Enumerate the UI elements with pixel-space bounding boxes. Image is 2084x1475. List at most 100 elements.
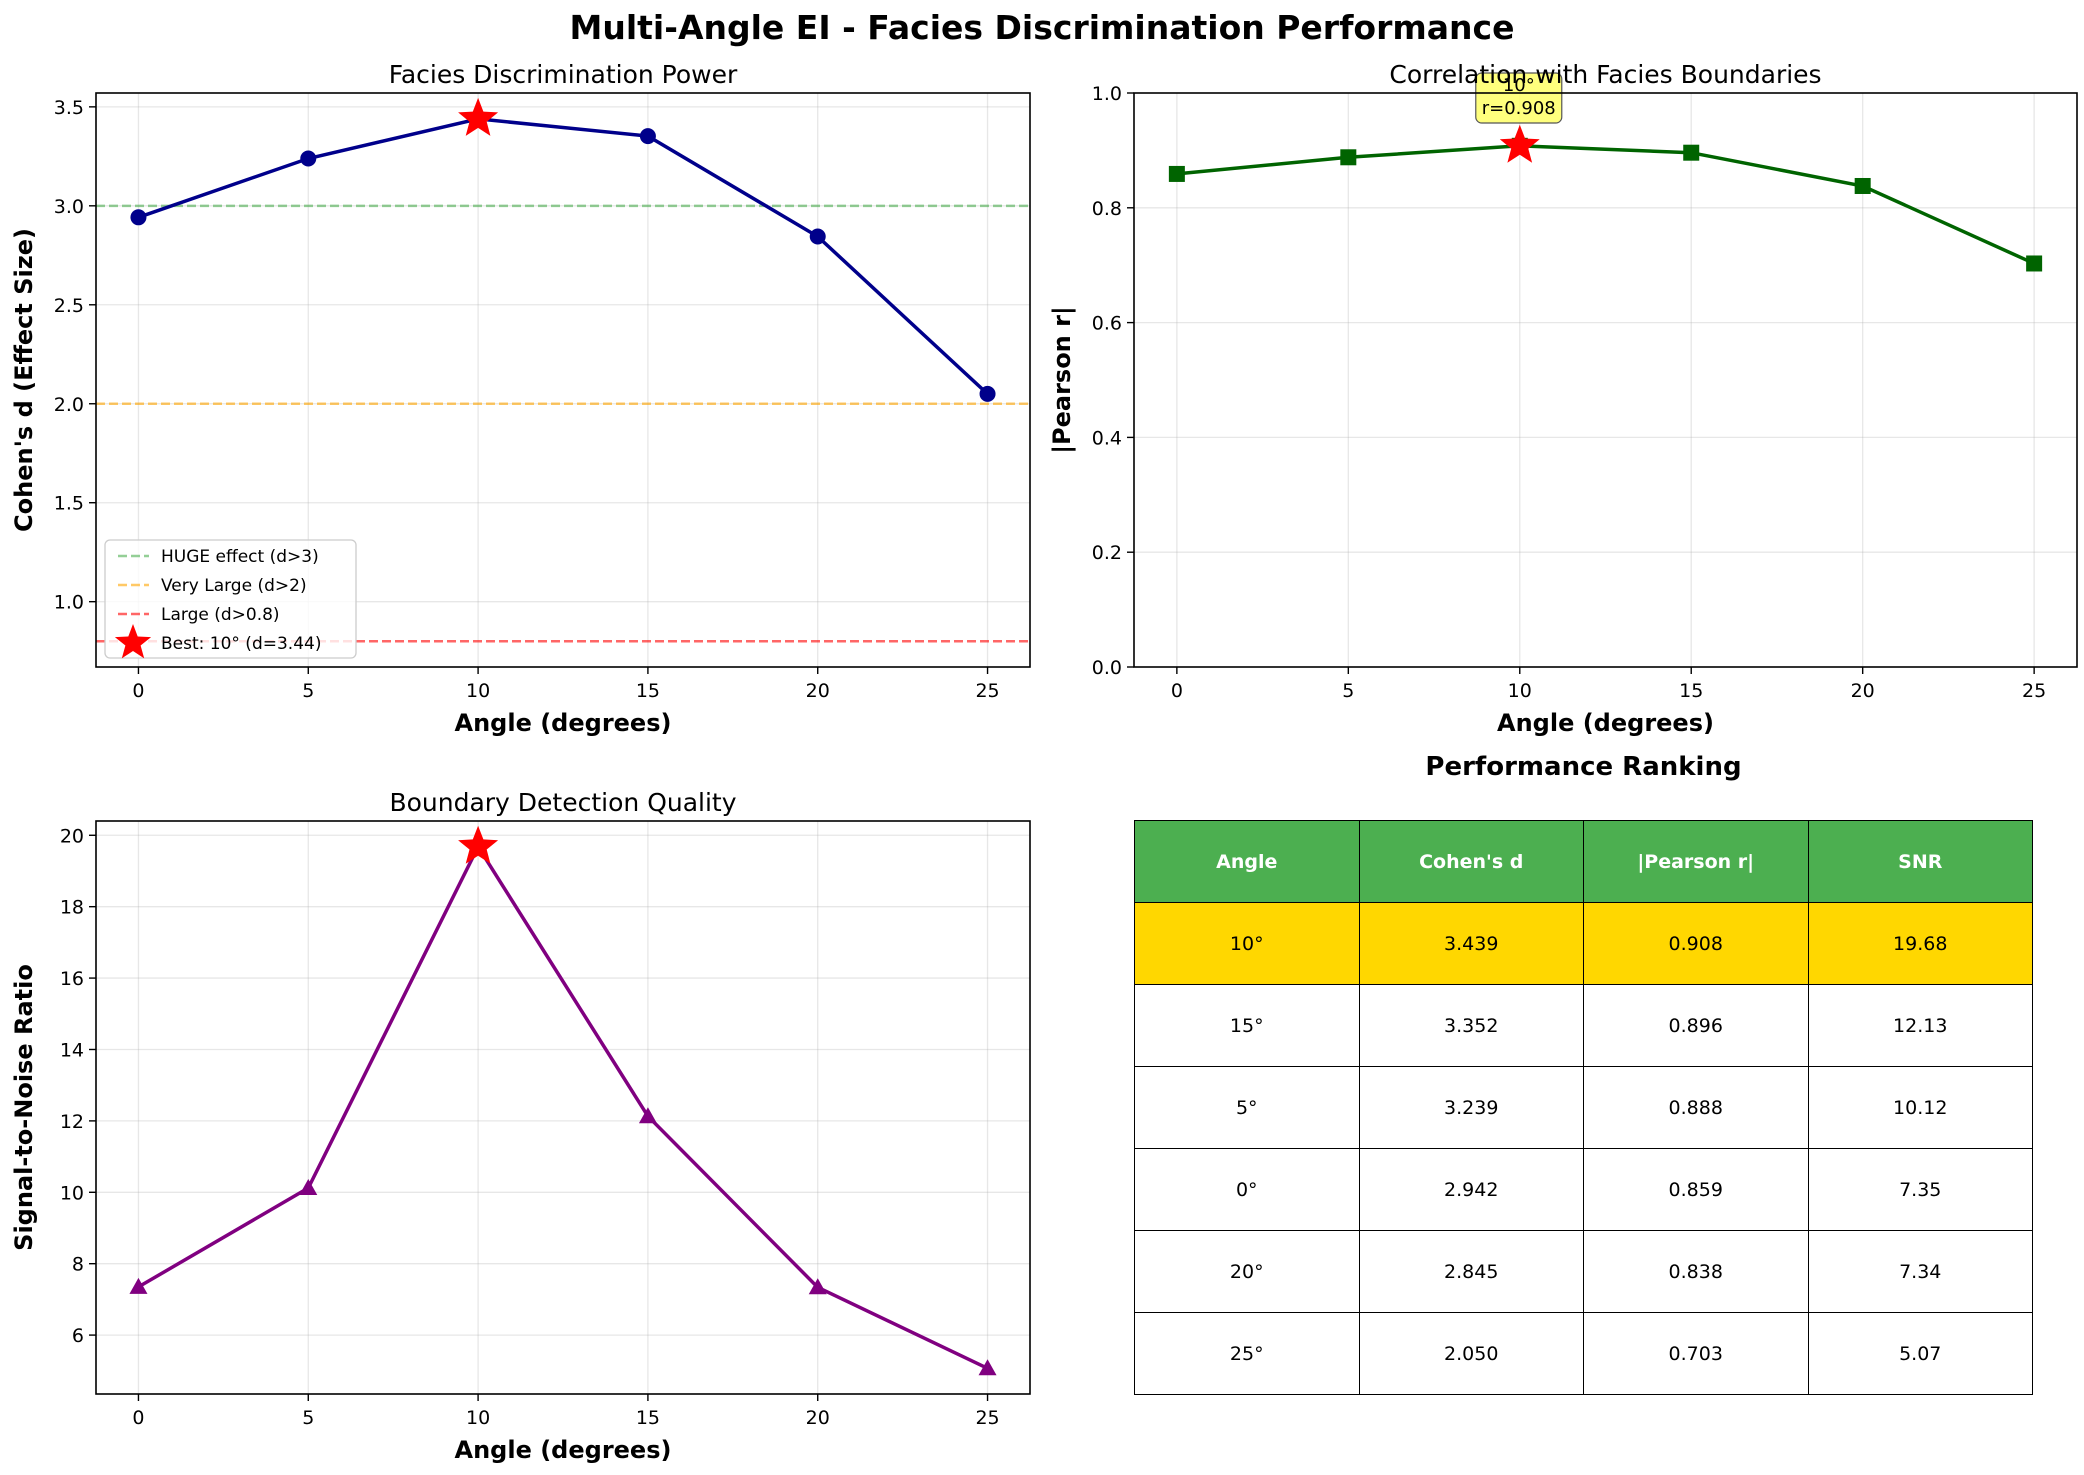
y-tick-label: 2.5 <box>54 295 84 317</box>
y-tick-label: 0.2 <box>1092 542 1122 564</box>
x-tick-label: 20 <box>1851 680 1875 702</box>
y-tick-label: 8 <box>72 1254 84 1276</box>
x-tick-label: 20 <box>806 680 830 702</box>
table-row: 15° 3.352 0.896 12.13 <box>1134 984 2033 1067</box>
table-header-row: Angle Cohen's d |Pearson r| SNR <box>1134 820 2033 903</box>
y-tick-label: 18 <box>60 897 84 919</box>
table-cell: 0° <box>1134 1148 1360 1231</box>
table-cell: 3.239 <box>1358 1066 1584 1149</box>
x-tick-label: 0 <box>132 1407 144 1429</box>
data-point <box>1854 177 1871 194</box>
table-cell: 0.838 <box>1583 1230 1809 1313</box>
table-cell: 2.845 <box>1358 1230 1584 1313</box>
legend-label: Very Large (d>2) <box>161 576 307 596</box>
table-cell: 10.12 <box>1807 1066 2033 1149</box>
x-axis-label: Angle (degrees) <box>455 709 672 737</box>
x-tick-label: 25 <box>975 680 999 702</box>
annotation-angle: 10° <box>1503 75 1535 96</box>
chart-panel-1: 0 5 10 15 20 25 1.0 1.5 2.0 2.5 3.0 3.5 Facies Discr… <box>10 60 1031 737</box>
table-cell: 25° <box>1134 1312 1360 1395</box>
data-point <box>638 1107 657 1124</box>
legend-star-icon <box>114 624 152 659</box>
y-tick-label: 0.6 <box>1092 313 1122 335</box>
table-cell: 15° <box>1134 984 1360 1067</box>
data-point <box>1168 165 1185 182</box>
x-tick-label: 10 <box>466 680 490 702</box>
table-cell: 20° <box>1134 1230 1360 1313</box>
chart-title: Facies Discrimination Power <box>389 60 738 89</box>
x-tick-label: 10 <box>1508 680 1532 702</box>
table-cell: 5.07 <box>1807 1312 2033 1395</box>
data-point <box>130 209 147 226</box>
table-row: 25° 2.050 0.703 5.07 <box>1134 1312 2033 1395</box>
y-tick-label: 2.0 <box>54 394 84 416</box>
y-tick-label: 12 <box>60 1111 84 1133</box>
table-cell: 3.352 <box>1358 984 1584 1067</box>
header-pearson-r: |Pearson r| <box>1583 820 1809 903</box>
best-star-icon <box>1499 124 1540 163</box>
data-point <box>978 1359 997 1376</box>
table-cell: 0.859 <box>1583 1148 1809 1231</box>
table-cell: 12.13 <box>1807 984 2033 1067</box>
table-row-best: 10° 3.439 0.908 19.68 <box>1134 902 2033 985</box>
axes-frame <box>95 92 1031 668</box>
table-cell: 2.050 <box>1358 1312 1584 1395</box>
y-tick-label: 0.0 <box>1092 657 1122 679</box>
legend-label: Best: 10° (d=3.44) <box>161 634 321 654</box>
table-cell: 3.439 <box>1358 902 1584 985</box>
x-tick-label: 25 <box>975 1407 999 1429</box>
x-tick-label: 0 <box>132 680 144 702</box>
best-annotation-box <box>1475 72 1563 124</box>
x-tick-label: 20 <box>806 1407 830 1429</box>
table-cell: 5° <box>1134 1066 1360 1149</box>
legend-label: HUGE effect (d>3) <box>161 547 319 567</box>
y-axis-label: |Pearson r| <box>1048 306 1076 453</box>
data-point <box>808 1278 827 1295</box>
table-row: 20° 2.845 0.838 7.34 <box>1134 1230 2033 1313</box>
data-point <box>639 128 656 145</box>
data-point <box>2026 255 2043 272</box>
chart-title: Correlation with Facies Boundaries <box>1389 60 1821 89</box>
y-tick-label: 0.8 <box>1092 198 1122 220</box>
table-cell: 0.703 <box>1583 1312 1809 1395</box>
data-point <box>1683 144 1700 161</box>
performance-ranking-table: Angle Cohen's d |Pearson r| SNR 10° 3.43… <box>1134 820 2033 1395</box>
y-tick-label: 6 <box>72 1325 84 1347</box>
table-cell: 19.68 <box>1807 902 2033 985</box>
y-tick-label: 1.5 <box>54 493 84 515</box>
data-point <box>129 1277 148 1294</box>
y-tick-label: 1.0 <box>1092 83 1122 105</box>
table-cell: 7.34 <box>1807 1230 2033 1313</box>
data-point <box>809 228 826 245</box>
series-line <box>1176 144 2035 266</box>
best-star-icon <box>458 97 499 136</box>
table-cell: 7.35 <box>1807 1148 2033 1231</box>
x-axis-label: Angle (degrees) <box>1497 709 1714 737</box>
x-axis-label: Angle (degrees) <box>455 1436 672 1464</box>
table-cell: 2.942 <box>1358 1148 1584 1231</box>
chart-panel-3: 0 5 10 15 20 25 6 8 10 12 14 16 18 20 Boundary Detecti… <box>10 788 1031 1464</box>
table-row: 5° 3.239 0.888 10.12 <box>1134 1066 2033 1149</box>
x-tick-label: 15 <box>636 680 660 702</box>
best-star-icon <box>458 825 499 864</box>
axes-frame <box>1133 92 2078 668</box>
y-tick-label: 3.0 <box>54 196 84 218</box>
table-cell: 10° <box>1134 902 1360 985</box>
x-tick-label: 15 <box>636 1407 660 1429</box>
x-tick-label: 25 <box>2022 680 2046 702</box>
table-cell: 0.908 <box>1583 902 1809 985</box>
y-tick-label: 0.4 <box>1092 427 1122 449</box>
x-tick-label: 0 <box>1171 680 1183 702</box>
series-line <box>137 843 989 1370</box>
data-point <box>300 150 317 167</box>
figure-title: Multi-Angle EI - Facies Discrimination P… <box>569 8 1515 47</box>
axes-frame <box>95 820 1031 1395</box>
table-title: Performance Ranking <box>1425 752 1742 782</box>
table-cell: 0.888 <box>1583 1066 1809 1149</box>
header-cohens-d: Cohen's d <box>1358 820 1584 903</box>
chart-title: Boundary Detection Quality <box>389 788 736 817</box>
legend-box <box>104 539 357 659</box>
x-tick-label: 5 <box>302 680 314 702</box>
series-line <box>137 117 989 396</box>
